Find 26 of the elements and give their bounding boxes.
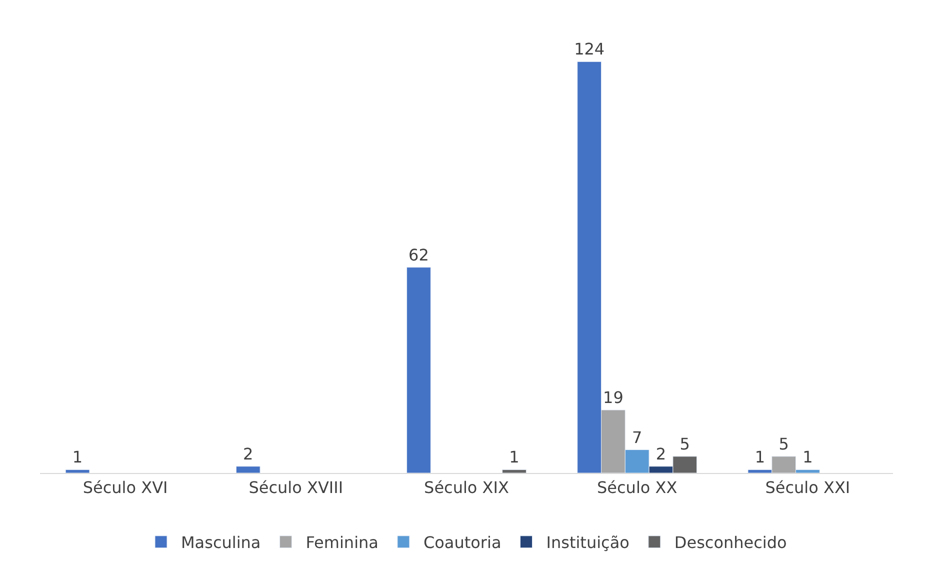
legend-label: Feminina — [306, 533, 378, 552]
data-label: 62 — [408, 245, 429, 264]
x-tick-label: Século XXI — [765, 478, 850, 498]
data-label: 19 — [603, 388, 624, 407]
bar — [502, 469, 526, 473]
data-label: 1 — [802, 448, 813, 467]
data-label: 124 — [574, 40, 605, 59]
x-tick-label: Século XIX — [424, 478, 509, 498]
legend-label: Instituição — [546, 533, 630, 552]
bar — [236, 466, 260, 473]
data-label: 1 — [72, 448, 83, 467]
data-label: 2 — [656, 444, 666, 464]
legend-label: Masculina — [181, 533, 261, 552]
data-label: 1 — [754, 448, 766, 467]
bar — [65, 469, 90, 473]
legend-label: Coautoria — [423, 533, 502, 552]
data-label: 5 — [680, 434, 690, 454]
data-label: 5 — [778, 434, 789, 454]
x-tick-label: Século XVI — [82, 478, 168, 498]
x-tick-label: Século XVIII — [248, 478, 344, 498]
data-label: 7 — [632, 428, 642, 447]
data-label: 2 — [243, 444, 254, 464]
x-tick-label: Século XX — [597, 478, 678, 498]
bar — [406, 267, 431, 473]
legend-label: Desconhecido — [674, 533, 787, 552]
data-label: 1 — [509, 448, 520, 467]
